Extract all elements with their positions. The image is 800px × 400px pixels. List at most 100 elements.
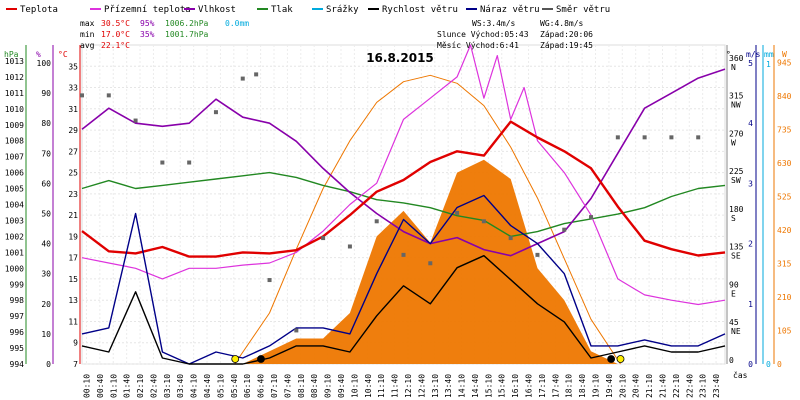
time-tick-label: 17:10 [538, 374, 547, 398]
stats-humidity-value: 35% [140, 30, 155, 39]
direction-tick-label: 315 [729, 92, 744, 101]
stats-temp-value: 30.5°C [101, 19, 130, 28]
temperature-series [81, 120, 726, 258]
time-tick-label: 15:40 [498, 374, 507, 398]
wind-direction-point [615, 135, 620, 140]
wind-direction-point [401, 252, 406, 257]
wind-direction-point [160, 160, 165, 165]
axes: 00:10 00:40 01:10 01:40 02:10 02:40 03:10 03:40… [4, 45, 792, 398]
time-tick-label: 00:10 [82, 374, 91, 398]
time-tick-label: 06:40 [257, 374, 266, 398]
wind-axis-unit: m/s [746, 50, 761, 59]
direction-tick-label: 135 [729, 243, 744, 252]
pressure-tick-label: 1013 [5, 57, 24, 66]
solar-tick-label: 945 [777, 59, 792, 68]
temperature-tick-label: 23 [68, 190, 78, 199]
legend-label: Srážky [326, 5, 359, 15]
time-tick-label: 21:10 [645, 374, 654, 398]
humidity-tick-label: 0 [46, 360, 51, 369]
humidity-tick-label: 60 [41, 179, 51, 188]
wind-direction-point [240, 76, 245, 81]
temperature-tick-label: 33 [68, 84, 78, 93]
pressure-tick-label: 1005 [5, 185, 24, 194]
direction-tick-label: 90 [729, 280, 739, 289]
time-tick-label: 07:40 [283, 374, 292, 398]
time-tick-label: 18:40 [578, 374, 587, 398]
solar-tick-label: 630 [777, 159, 792, 168]
pressure-tick-label: 996 [10, 328, 25, 337]
direction-compass-label: SE [731, 252, 741, 261]
direction-compass-label: NE [731, 327, 741, 336]
direction-tick-label: 360 [729, 54, 744, 63]
ground-temperature-series [81, 44, 726, 306]
time-tick-label: 05:40 [230, 374, 239, 398]
direction-tick-label: 0 [729, 356, 734, 365]
time-tick-label: 18:10 [565, 374, 574, 398]
pressure-tick-label: 1008 [5, 137, 24, 146]
solar-tick-label: 315 [777, 260, 792, 269]
wind-direction-point [254, 72, 259, 77]
time-tick-label: 19:40 [605, 374, 614, 398]
pressure-tick-label: 1002 [5, 232, 24, 241]
wind-direction-point [133, 118, 138, 123]
pressure-axis-unit: hPa [4, 50, 19, 59]
solar-tick-label: 420 [777, 226, 792, 235]
temperature-tick-label: 11 [68, 317, 78, 326]
humidity-tick-label: 70 [41, 149, 51, 158]
wind-direction-point [374, 219, 379, 224]
pressure-tick-label: 999 [10, 280, 25, 289]
time-tick-label: 14:10 [458, 374, 467, 398]
temperature-tick-label: 27 [68, 147, 78, 156]
humidity-tick-label: 30 [41, 270, 51, 279]
wind-direction-point [321, 236, 326, 241]
temperature-tick-label: 25 [68, 169, 78, 178]
wind-direction-point [106, 93, 111, 98]
wind-tick-label: 1 [748, 300, 753, 309]
time-tick-label: 14:40 [471, 374, 480, 398]
rain-tick-label: 0 [766, 360, 771, 369]
wind-direction-point [428, 261, 433, 266]
humidity-tick-label: 80 [41, 119, 51, 128]
time-tick-label: 10:10 [350, 374, 359, 398]
solar-theoretical-curve [234, 74, 621, 365]
wind-direction-point [696, 135, 701, 140]
info-sunrise: Slunce Východ:05:43 [437, 30, 529, 39]
wind-tick-label: 2 [748, 240, 753, 249]
direction-compass-label: W [731, 138, 736, 147]
stats-pressure-value: 1006.2hPa [165, 19, 209, 28]
pressure-series [81, 171, 726, 238]
time-tick-label: 00:40 [96, 374, 105, 398]
pressure-tick-label: 1007 [5, 153, 24, 162]
time-tick-label: 16:10 [511, 374, 520, 398]
time-tick-label: 23:10 [699, 374, 708, 398]
time-tick-label: 15:10 [484, 374, 493, 398]
time-tick-label: 01:40 [123, 374, 132, 398]
moon-event-marker [257, 355, 265, 363]
time-tick-label: 02:40 [149, 374, 158, 398]
time-tick-label: 17:40 [551, 374, 560, 398]
time-tick-label: 20:10 [618, 374, 627, 398]
temperature-axis-unit: °C [58, 50, 68, 59]
humidity-tick-label: 90 [41, 89, 51, 98]
humidity-tick-label: 10 [41, 330, 51, 339]
info-wind-gust: WG:4.8m/s [540, 19, 584, 28]
time-tick-label: 04:10 [190, 374, 199, 398]
time-tick-label: 06:10 [243, 374, 252, 398]
temperature-tick-label: 15 [68, 275, 78, 284]
direction-tick-label: 180 [729, 205, 744, 214]
temperature-tick-label: 29 [68, 126, 78, 135]
time-tick-label: 03:40 [176, 374, 185, 398]
time-tick-label: 09:10 [324, 374, 333, 398]
legend-label: Přízemní teplota [104, 5, 191, 15]
wind-tick-label: 3 [748, 179, 753, 188]
temperature-tick-label: 31 [68, 105, 78, 114]
stats-humidity-value: 95% [140, 19, 155, 28]
pressure-tick-label: 1001 [5, 248, 24, 257]
humidity-axis-unit: % [36, 50, 41, 59]
wind-direction-point [669, 135, 674, 140]
time-tick-label: 12:40 [417, 374, 426, 398]
solar-tick-label: 0 [777, 360, 782, 369]
direction-compass-label: E [731, 289, 736, 298]
